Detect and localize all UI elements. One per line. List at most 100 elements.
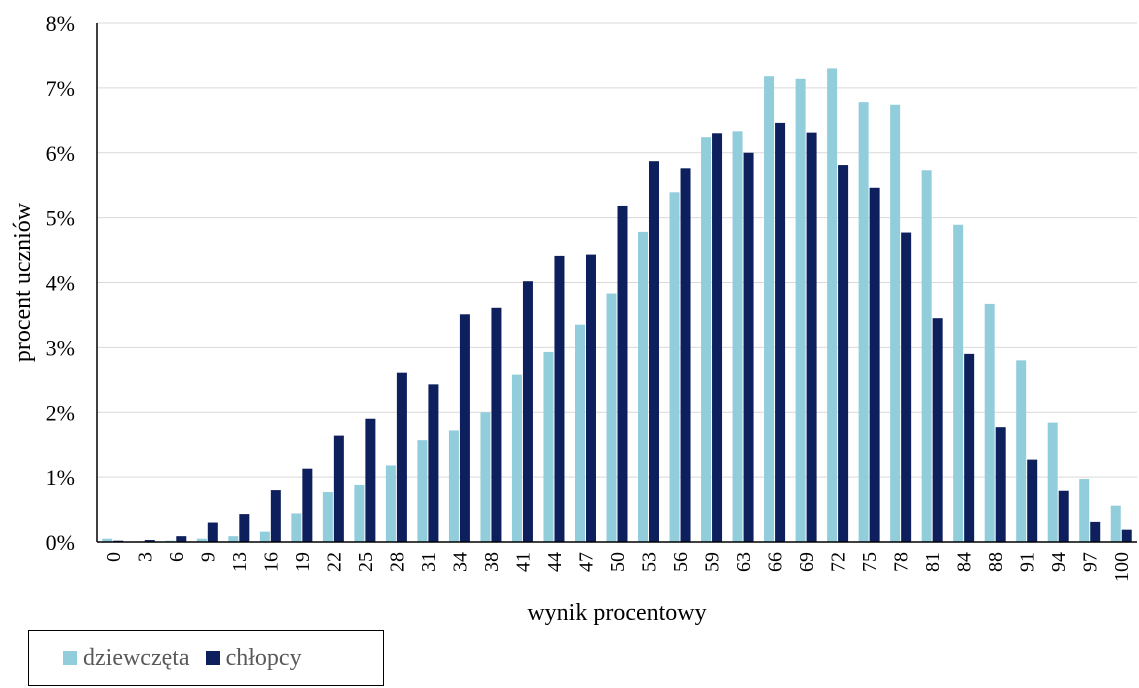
x-tick-label: 81	[922, 552, 944, 572]
bar-chlopcy	[365, 418, 376, 542]
bar-chlopcy	[1058, 490, 1069, 542]
x-tick-label: 47	[575, 552, 597, 572]
bar-dziewczeta	[102, 538, 113, 542]
bar-dziewczeta	[543, 351, 554, 542]
x-tick-label: 22	[323, 552, 345, 572]
x-tick-label: 91	[1017, 552, 1039, 572]
bar-dziewczeta	[638, 231, 649, 542]
bar-dziewczeta	[669, 192, 680, 543]
bar-dziewczeta	[196, 538, 207, 542]
x-tick-label: 25	[355, 552, 377, 572]
x-tick-label: 69	[796, 552, 818, 572]
bar-chlopcy	[1121, 529, 1132, 542]
x-tick-label: 0	[103, 552, 125, 562]
bar-chlopcy	[239, 514, 250, 542]
x-tick-label: 28	[386, 552, 408, 572]
bar-dziewczeta	[480, 412, 491, 542]
x-tick-label: 88	[985, 552, 1007, 572]
x-tick-label: 3	[134, 552, 156, 562]
bar-dziewczeta	[1110, 505, 1121, 542]
bar-dziewczeta	[322, 492, 333, 542]
y-tick-label: 5%	[46, 206, 75, 231]
bar-chlopcy	[207, 522, 218, 542]
y-tick-label: 1%	[46, 465, 75, 490]
bar-dziewczeta	[890, 104, 901, 543]
x-tick-label: 6	[166, 552, 188, 562]
y-tick-label: 2%	[46, 400, 75, 425]
x-tick-label: 72	[828, 552, 850, 572]
y-tick-label: 3%	[46, 335, 75, 360]
x-tick-label: 78	[891, 552, 913, 572]
bar-chlopcy	[838, 165, 849, 543]
bar-dziewczeta	[291, 513, 302, 542]
y-tick-label: 8%	[46, 11, 75, 36]
bar-chlopcy	[680, 168, 691, 542]
legend-item-dziewczeta: dziewczęta	[63, 645, 190, 672]
x-tick-label: 63	[733, 552, 755, 572]
bar-chlopcy	[775, 122, 786, 542]
bar-chlopcy	[396, 372, 407, 542]
bar-chlopcy	[869, 187, 880, 542]
x-tick-label: 31	[418, 552, 440, 572]
x-tick-label: 50	[607, 552, 629, 572]
x-tick-label: 13	[229, 552, 251, 572]
bar-dziewczeta	[795, 78, 806, 542]
legend-swatch-dziewczeta	[63, 651, 77, 665]
bar-chlopcy	[743, 152, 754, 542]
legend-label-chlopcy: chłopcy	[225, 644, 302, 671]
gridlines	[97, 22, 1137, 478]
x-tick-label: 44	[544, 552, 566, 572]
bar-dziewczeta	[417, 440, 428, 542]
bar-dziewczeta	[984, 303, 995, 542]
bar-chlopcy	[649, 161, 660, 542]
bar-dziewczeta	[448, 430, 459, 542]
bars	[102, 68, 1132, 543]
bar-dziewczeta	[858, 102, 869, 543]
bar-chlopcy	[806, 132, 817, 543]
bar-chlopcy	[932, 318, 943, 542]
x-tick-label: 94	[1048, 552, 1070, 572]
bar-chlopcy	[144, 540, 155, 542]
y-tick-label: 7%	[46, 76, 75, 101]
bar-chlopcy	[459, 314, 470, 542]
bar-dziewczeta	[574, 324, 585, 542]
legend: dziewczęta chłopcy	[28, 630, 384, 686]
bar-chlopcy	[554, 255, 565, 542]
x-tick-label: 59	[702, 552, 724, 572]
x-tick-label: 84	[954, 552, 976, 572]
x-axis-label: wynik procentowy	[527, 600, 706, 626]
bar-dziewczeta	[511, 374, 522, 542]
bar-dziewczeta	[921, 170, 932, 543]
bar-dziewczeta	[354, 484, 365, 542]
bar-dziewczeta	[1047, 422, 1058, 542]
bar-dziewczeta	[764, 76, 775, 542]
bar-chlopcy	[1027, 459, 1038, 542]
bar-chlopcy	[522, 281, 533, 542]
bar-chlopcy	[585, 254, 596, 542]
x-tick-label: 97	[1080, 552, 1102, 572]
x-tick-label: 9	[197, 552, 219, 562]
x-tick-label: 16	[260, 552, 282, 572]
bar-chlopcy	[712, 133, 723, 542]
bar-chlopcy	[1090, 521, 1101, 542]
bar-chlopcy	[176, 536, 187, 542]
y-tick-labels: 0% 1% 2% 3% 4% 5% 6% 7% 8%	[46, 11, 75, 555]
bar-dziewczeta	[701, 137, 712, 542]
bar-chlopcy	[491, 307, 502, 542]
bar-dziewczeta	[953, 224, 964, 543]
legend-item-chlopcy: chłopcy	[205, 644, 302, 672]
x-tick-label: 38	[481, 552, 503, 572]
bar-chlopcy	[995, 427, 1006, 542]
bar-dziewczeta	[385, 465, 396, 542]
x-tick-label: 56	[670, 552, 692, 572]
y-tick-label: 4%	[46, 271, 75, 296]
bar-dziewczeta	[1079, 479, 1090, 542]
x-tick-label: 100	[1111, 552, 1133, 582]
y-tick-label: 0%	[46, 530, 75, 555]
bar-chlopcy	[302, 468, 313, 542]
bar-dziewczeta	[259, 531, 270, 542]
x-tick-label: 34	[449, 552, 471, 572]
legend-label-dziewczeta: dziewczęta	[83, 644, 190, 671]
bar-chart: 0%1%2%3%4%5%6%7%8% 0 3 6 9 13 16 19 22 25 28 31 34 3…	[10, 11, 1137, 626]
y-axis-label: procent uczniów	[10, 202, 36, 362]
